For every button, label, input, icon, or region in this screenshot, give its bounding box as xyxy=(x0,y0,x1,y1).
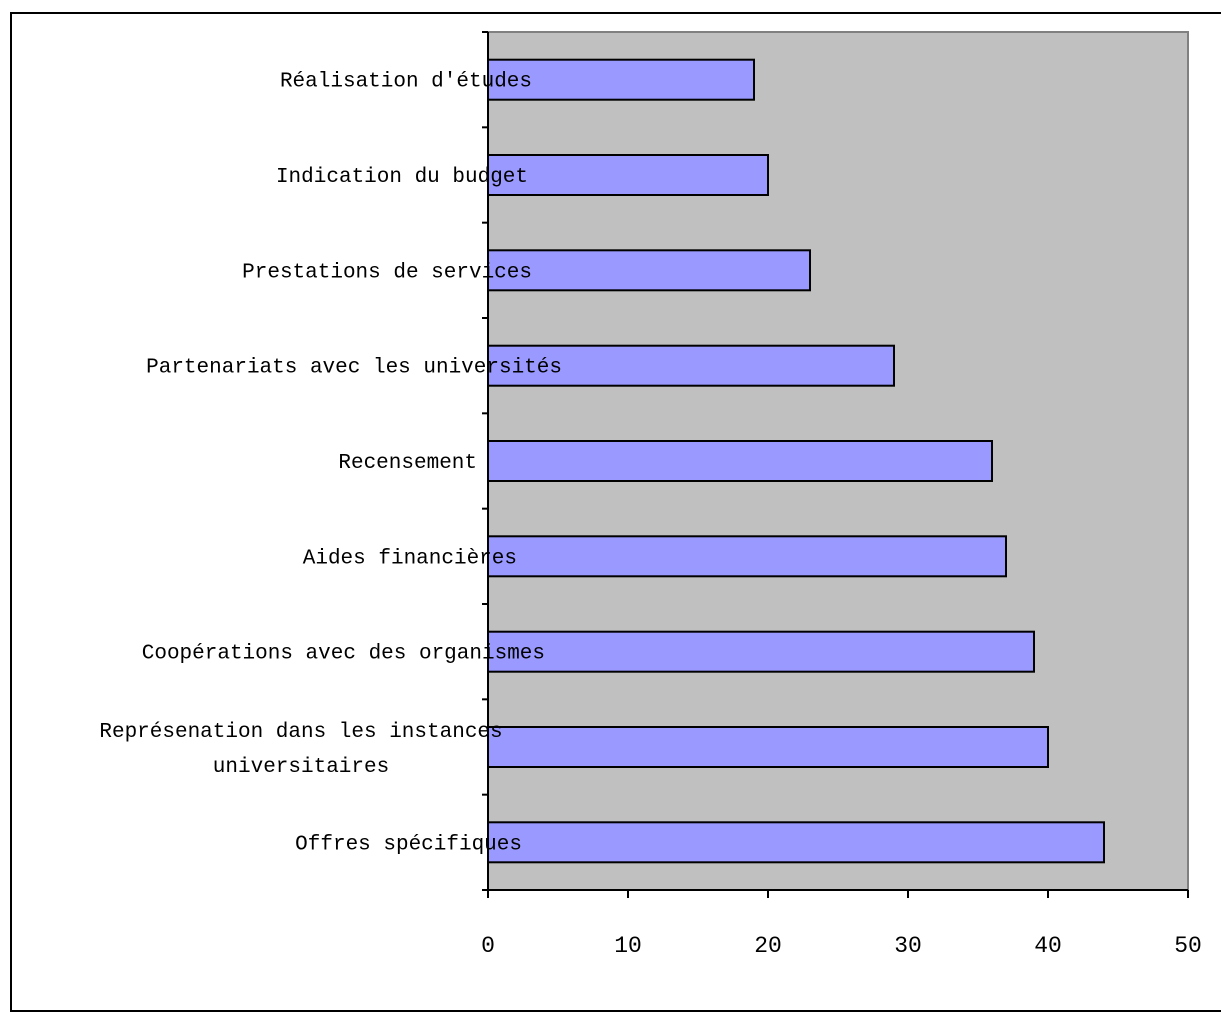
bar xyxy=(487,630,1035,673)
bars-group xyxy=(487,58,1105,864)
category-label-line2: universitaires xyxy=(213,756,389,779)
x-tick-label: 0 xyxy=(481,933,495,959)
x-tick-labels: 0 10 20 30 40 50 xyxy=(481,933,1202,959)
category-label: Recensement xyxy=(338,452,477,475)
bar xyxy=(487,726,1049,768)
bar xyxy=(487,440,993,482)
bar xyxy=(487,249,811,292)
bar xyxy=(487,58,755,101)
bar xyxy=(487,821,1105,864)
category-label: Aides financières xyxy=(303,547,517,570)
category-labels: Offres spécifiques Représenation dans les… xyxy=(99,71,562,857)
category-label: Réalisation d'études xyxy=(280,71,532,94)
bar-chart: Offres spécifiques Représenation dans les… xyxy=(99,31,1202,959)
x-tick-label: 20 xyxy=(754,933,782,959)
x-tick-label: 40 xyxy=(1034,933,1062,959)
axes-group xyxy=(482,31,1189,898)
category-label: Prestations de services xyxy=(242,261,532,284)
x-tick-label: 10 xyxy=(614,933,642,959)
bar xyxy=(487,154,769,196)
category-label: Partenariats avec les universités xyxy=(146,357,562,380)
category-label: Coopérations avec des organismes xyxy=(142,643,545,666)
bar xyxy=(487,535,1007,578)
category-label: Indication du budget xyxy=(276,166,528,189)
x-tick-label: 30 xyxy=(894,933,922,959)
category-label: Représenation dans les instances xyxy=(99,721,502,744)
x-tick-label: 50 xyxy=(1174,933,1202,959)
category-label: Offres spécifiques xyxy=(295,833,522,856)
